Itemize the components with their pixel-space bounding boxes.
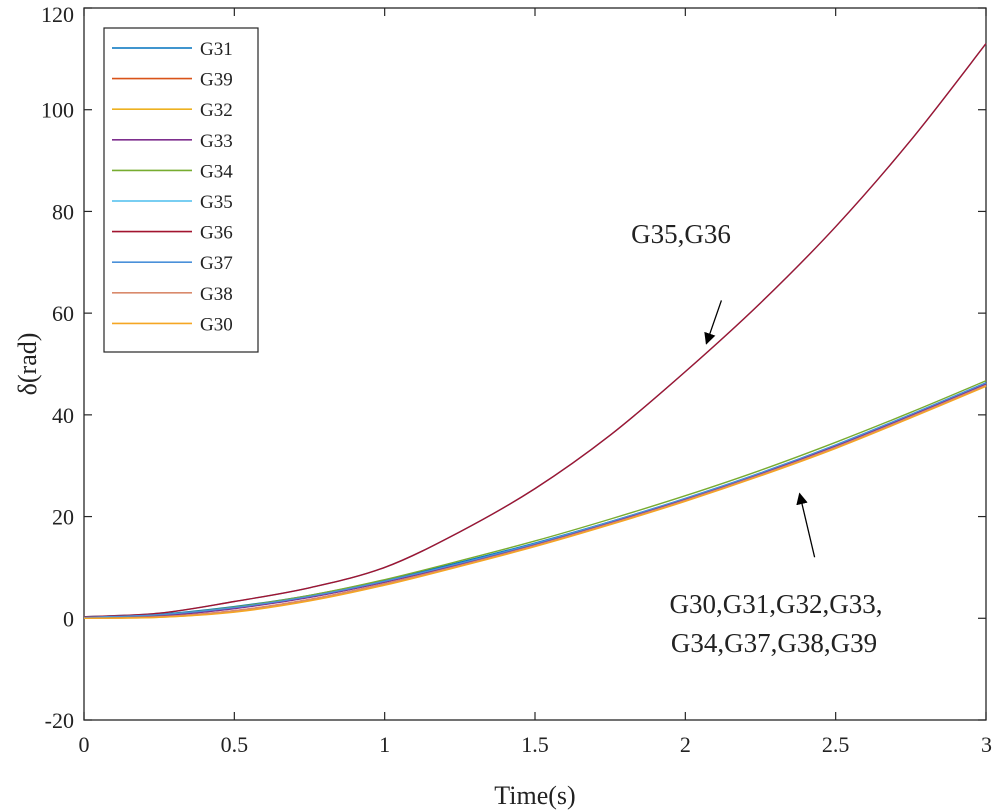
series-line-g37 — [83, 382, 987, 618]
legend-label: G39 — [200, 70, 233, 91]
annotation-label: G35,G36 — [631, 219, 731, 249]
y-tick-label: 0 — [63, 606, 74, 631]
x-tick-label: 2.5 — [822, 732, 850, 757]
x-tick-label: 3 — [981, 732, 992, 757]
legend-box — [103, 27, 259, 353]
annotation-label: G30,G31,G32,G33, — [670, 589, 883, 619]
y-tick-label: 80 — [52, 199, 74, 224]
legend-label: G30 — [200, 314, 233, 335]
legend-label: G31 — [200, 39, 233, 60]
legend-label: G35 — [200, 192, 233, 213]
y-tick-label: -20 — [45, 708, 74, 733]
x-tick-label: 0 — [79, 732, 90, 757]
y-tick-label: 120 — [41, 2, 74, 27]
series-line-g33 — [83, 383, 987, 619]
x-tick-label: 1 — [379, 732, 390, 757]
y-tick-label: 100 — [41, 98, 74, 123]
y-tick-label: 40 — [52, 403, 74, 428]
y-tick-label: 20 — [52, 505, 74, 530]
legend-label: G38 — [200, 284, 233, 305]
x-axis-label: Time(s) — [494, 781, 575, 810]
legend-label: G33 — [200, 131, 233, 152]
y-axis-label: δ(rad) — [13, 333, 42, 396]
annotation-arrow — [796, 492, 816, 558]
y-tick-label: 60 — [52, 301, 74, 326]
series-line-g30 — [83, 385, 987, 619]
annotation-label: G34,G37,G38,G39 — [671, 628, 877, 658]
x-tick-label: 2 — [680, 732, 691, 757]
legend-label: G37 — [200, 253, 233, 274]
legend: G31 G39 G32 G33 G34 G35 G36 G37 G38 G30 — [103, 27, 259, 353]
series-lines — [83, 43, 987, 619]
x-tick-label: 1.5 — [521, 732, 549, 757]
x-tick-label: 0.5 — [221, 732, 249, 757]
series-line-g38 — [83, 384, 987, 619]
legend-label: G32 — [200, 100, 233, 121]
annotation-arrow — [704, 300, 723, 345]
annotations: G35,G36 G30,G31,G32,G33, G34,G37,G38,G39 — [631, 219, 882, 658]
series-line-g36 — [83, 43, 987, 618]
legend-label: G36 — [200, 223, 233, 244]
legend-label: G34 — [200, 161, 233, 182]
